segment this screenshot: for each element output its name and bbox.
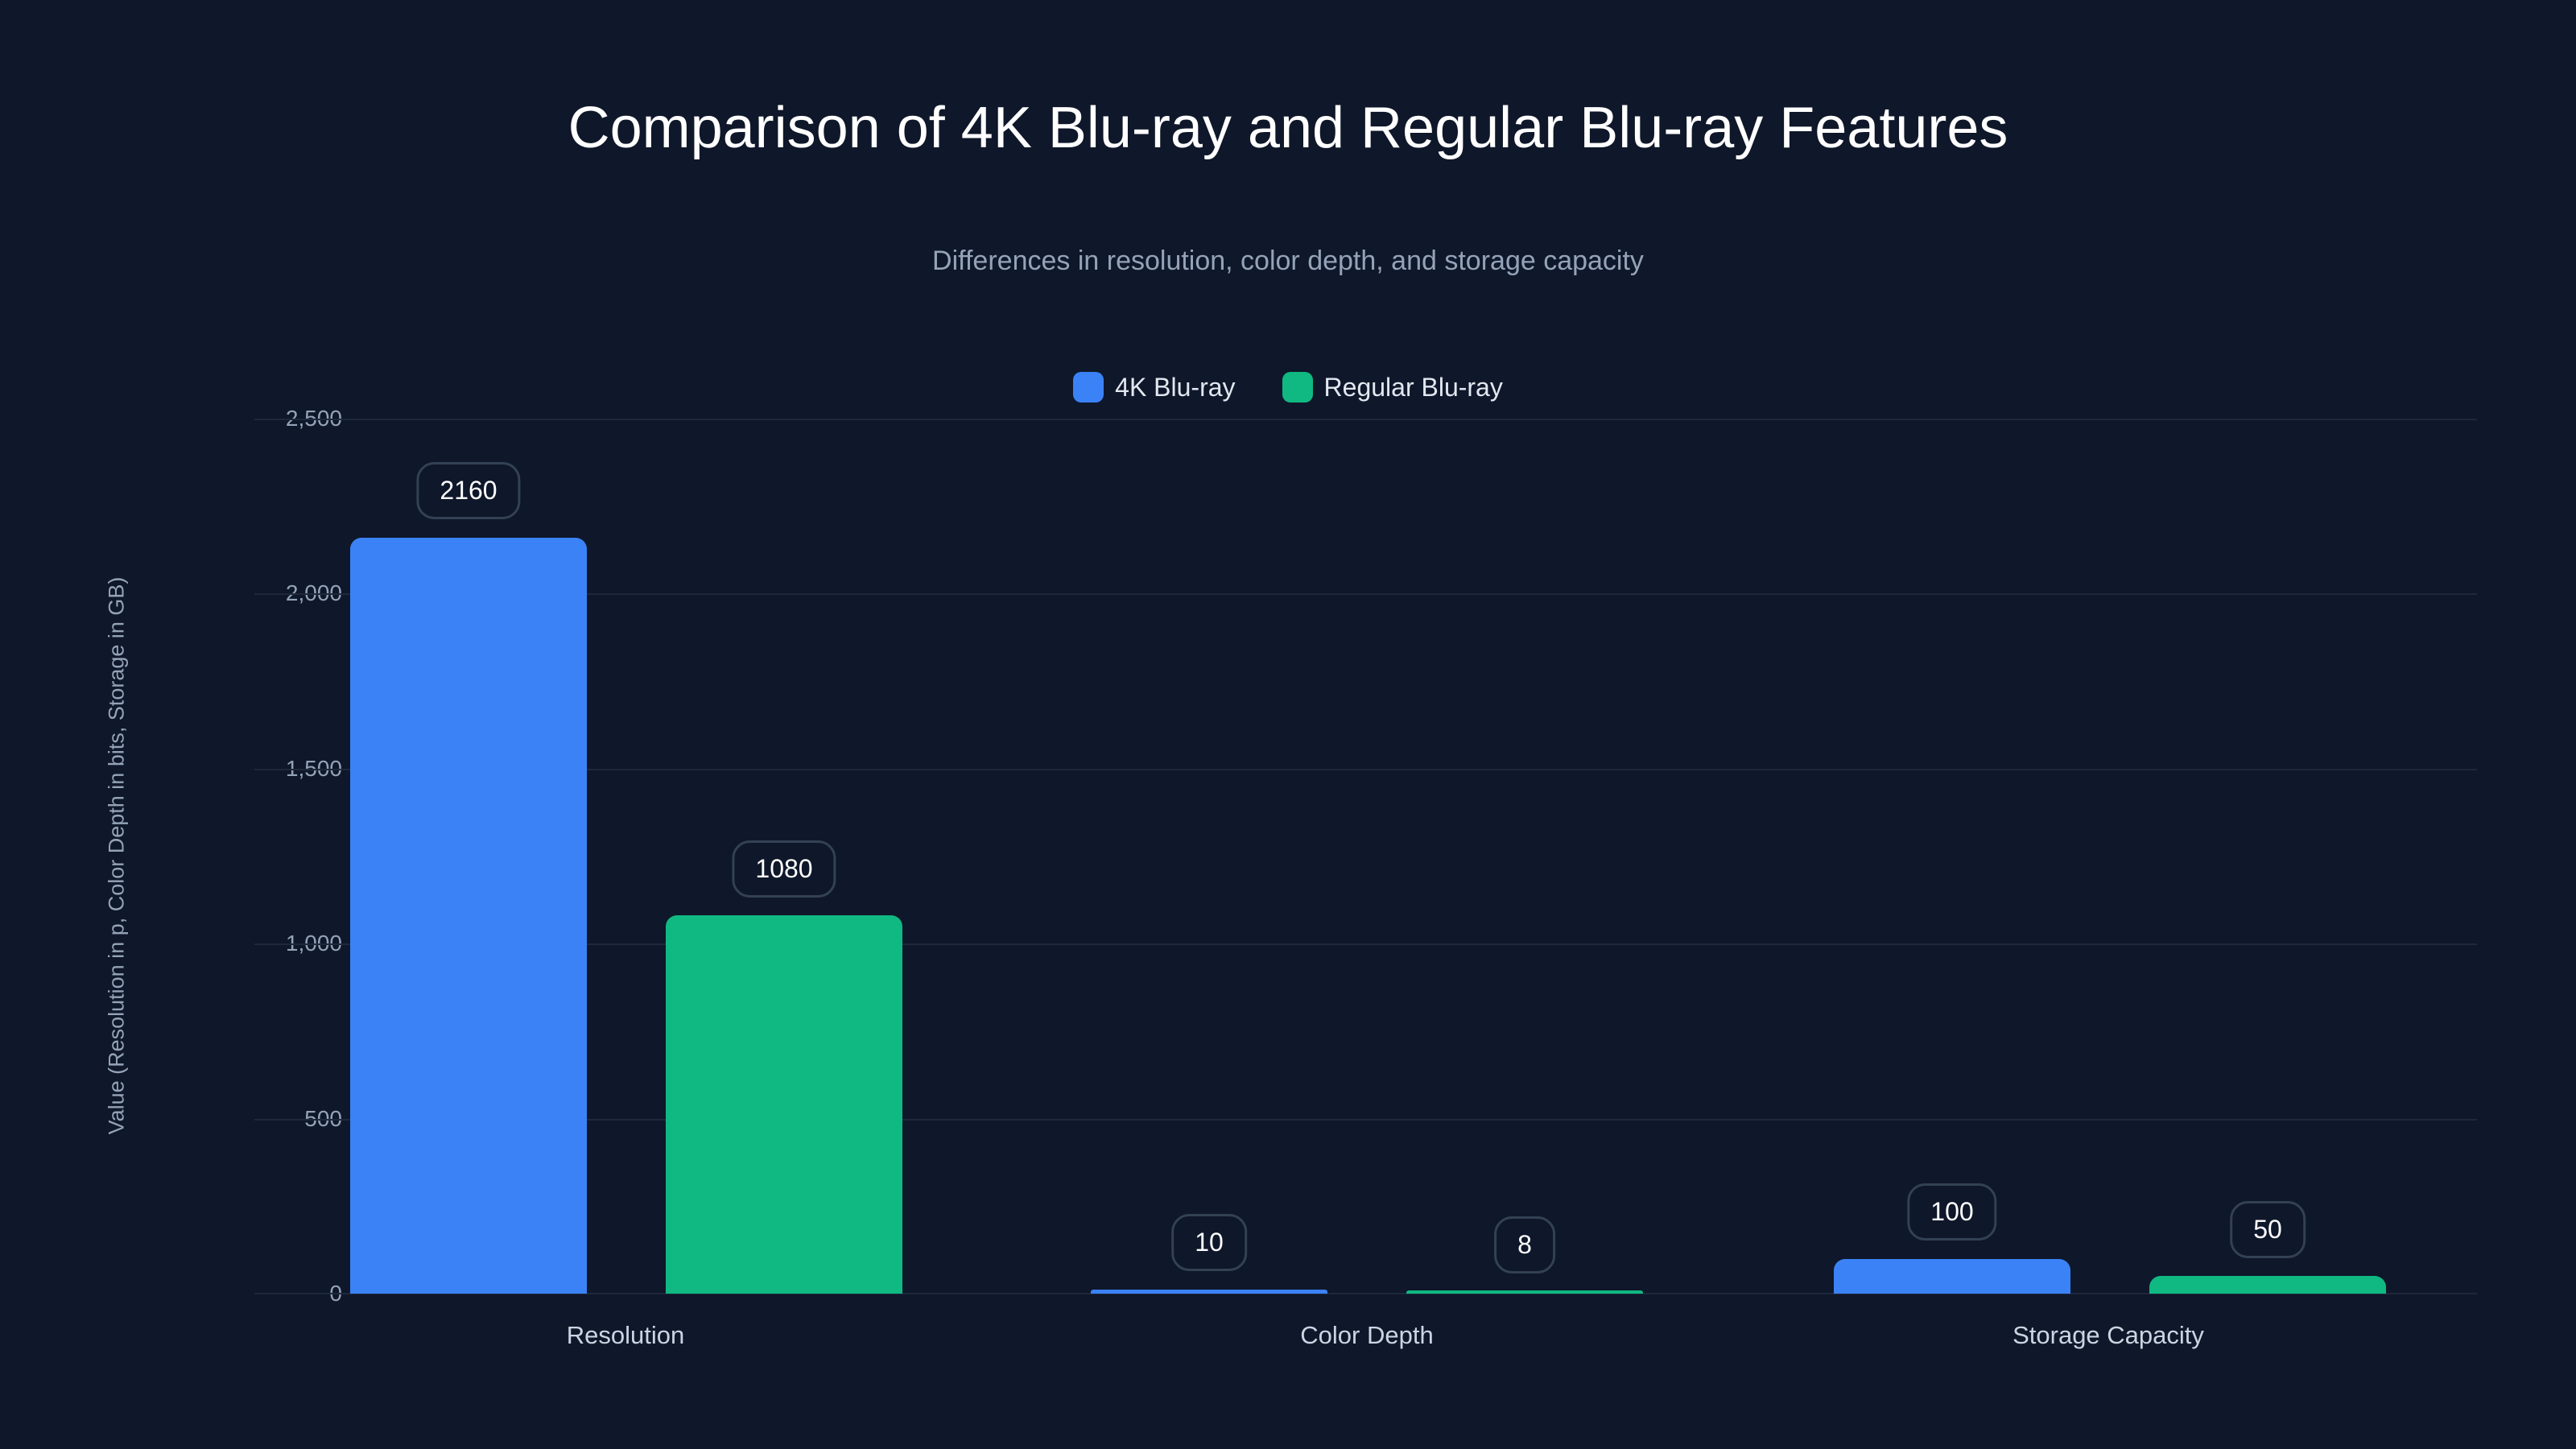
bar-color-depth-regular[interactable] [1406, 1290, 1643, 1294]
gridline [254, 768, 2477, 770]
y-tick-2500: 2,500 [285, 406, 342, 431]
x-label-storage-capacity: Storage Capacity [2013, 1321, 2204, 1349]
value-label: 50 [2230, 1201, 2306, 1258]
gridline [254, 1118, 2477, 1121]
x-label-color-depth: Color Depth [1300, 1321, 1434, 1349]
legend-item-regular[interactable]: Regular Blu-ray [1282, 372, 1503, 402]
y-tick-2000: 2,000 [285, 580, 342, 606]
y-tick-1500: 1,500 [285, 755, 342, 781]
y-axis-label: Value (Resolution in p, Color Depth in b… [104, 576, 129, 1135]
legend: 4K Blu-ray Regular Blu-ray [0, 372, 2576, 402]
value-label: 10 [1171, 1214, 1247, 1271]
x-label-resolution: Resolution [566, 1321, 685, 1349]
bar-storage-4k[interactable] [1834, 1259, 2070, 1294]
value-label: 100 [1907, 1183, 1997, 1241]
value-label: 2160 [416, 462, 521, 519]
baseline [254, 1293, 2477, 1294]
gridline [254, 593, 2477, 596]
legend-swatch-4k [1073, 372, 1104, 402]
plot-area [254, 419, 2477, 1294]
bar-color-depth-4k[interactable] [1091, 1290, 1327, 1294]
value-label: 8 [1494, 1216, 1555, 1274]
legend-swatch-regular [1282, 372, 1313, 402]
bar-storage-regular[interactable] [2149, 1276, 2386, 1294]
legend-item-4k[interactable]: 4K Blu-ray [1073, 372, 1236, 402]
chart-subtitle: Differences in resolution, color depth, … [932, 246, 1644, 276]
gridline [254, 943, 2477, 946]
bar-resolution-4k[interactable] [350, 538, 587, 1294]
legend-label-4k: 4K Blu-ray [1115, 372, 1236, 402]
value-label: 1080 [732, 840, 836, 898]
bar-resolution-regular[interactable] [666, 915, 902, 1294]
gridline [254, 419, 2477, 420]
chart-title: Comparison of 4K Blu-ray and Regular Blu… [568, 96, 2008, 160]
y-tick-1000: 1,000 [285, 931, 342, 956]
y-tick-500: 500 [304, 1105, 342, 1131]
legend-label-regular: Regular Blu-ray [1323, 372, 1503, 402]
